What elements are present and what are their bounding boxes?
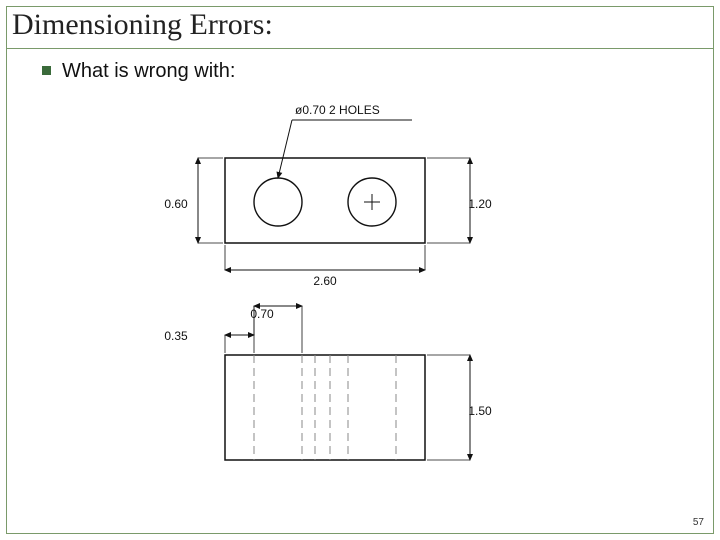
svg-text:1.50: 1.50	[468, 404, 492, 418]
page-number: 57	[693, 517, 704, 528]
subtitle: What is wrong with:	[62, 60, 235, 83]
svg-text:0.35: 0.35	[164, 329, 188, 343]
slide-title: Dimensioning Errors:	[12, 8, 273, 42]
bullet-icon	[42, 66, 51, 75]
svg-text:0.60: 0.60	[164, 197, 188, 211]
engineering-drawing: ø0.70 2 HOLES0.601.202.600.700.351.50	[100, 90, 560, 490]
svg-text:2.60: 2.60	[313, 274, 337, 288]
svg-text:1.20: 1.20	[468, 197, 492, 211]
drawing-svg: ø0.70 2 HOLES0.601.202.600.700.351.50	[100, 90, 560, 490]
svg-text:ø0.70 2 HOLES: ø0.70 2 HOLES	[295, 103, 380, 117]
title-underline	[6, 48, 714, 49]
